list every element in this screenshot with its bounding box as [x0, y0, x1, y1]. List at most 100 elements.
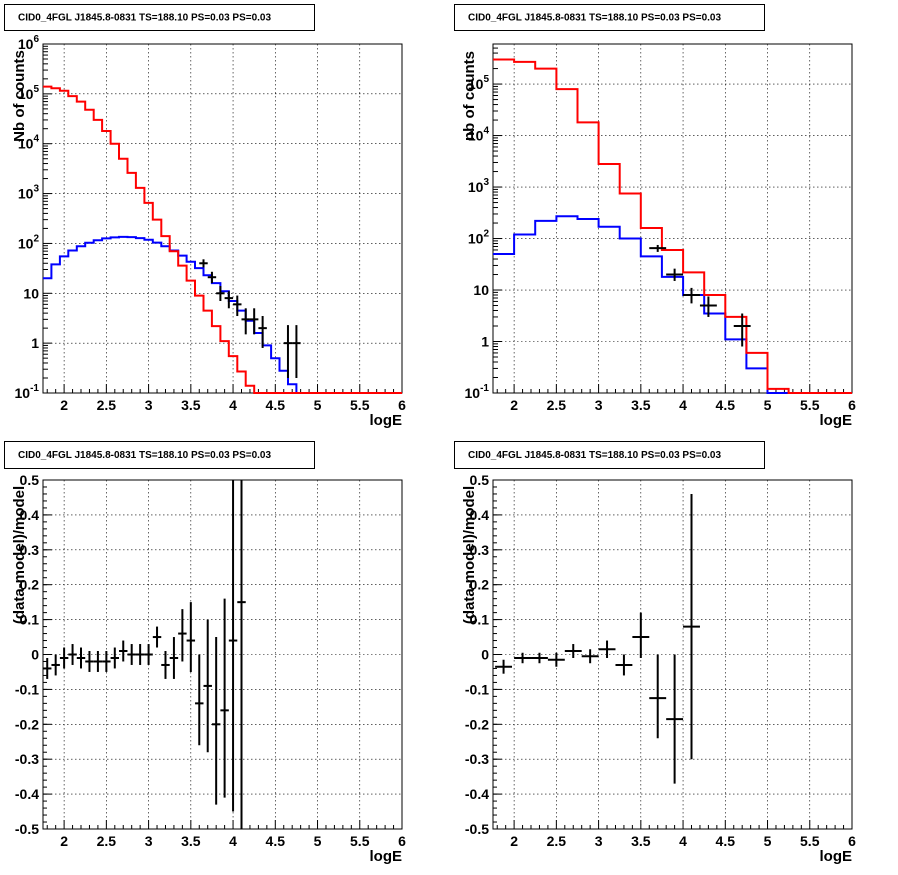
y-tick-label: -0.5 — [465, 821, 489, 837]
x-tick-label: 4 — [679, 833, 687, 849]
data-point — [110, 647, 120, 669]
title-box: CID0_4FGL J1845.8-0831 TS=188.10 PS=0.03… — [454, 4, 765, 31]
x-tick-label: 2 — [60, 833, 68, 849]
x-axis-label: logE — [820, 412, 853, 429]
source-model-histogram — [493, 215, 852, 394]
data-point — [178, 609, 187, 662]
title-box-frame — [454, 441, 765, 469]
chart-title: CID0_4FGL J1845.8-0831 TS=188.10 PS=0.03… — [18, 450, 271, 461]
grid — [493, 44, 852, 393]
model-series — [43, 85, 402, 394]
x-axis-label: logE — [820, 848, 853, 865]
y-tick-label: 0.1 — [20, 612, 40, 628]
y-tick-label: -0.4 — [15, 786, 39, 802]
data-point — [207, 271, 217, 284]
x-tick-label: 4.5 — [716, 833, 736, 849]
y-tick-label: 0.2 — [20, 577, 40, 593]
y-tick-label: -0.3 — [465, 751, 489, 767]
data-point — [186, 602, 196, 672]
data-point — [135, 644, 145, 665]
y-tick-label: 0.2 — [470, 577, 490, 593]
y-axis: -0.5 -0.4 -0.3 -0.2 -0.1 0 0.1 0.2 0.3 0.4 0.5(dat… — [461, 472, 502, 837]
data-point — [224, 291, 234, 309]
title-box-frame — [4, 441, 315, 469]
x-axis-label: logE — [370, 412, 403, 429]
chart-title: CID0_4FGL J1845.8-0831 TS=188.10 PS=0.03… — [468, 450, 721, 461]
panel-bottom-right: CID0_4FGL J1845.8-0831 TS=188.10 PS=0.03… — [454, 441, 856, 865]
y-tick-label: -0.5 — [15, 821, 39, 837]
source-model-histogram — [43, 235, 402, 394]
data-point — [292, 325, 301, 378]
y-tick-label: 10 — [473, 282, 489, 298]
y-axis-label: (data-model)/model — [11, 486, 28, 624]
data-point — [169, 637, 179, 679]
x-tick-label: 5 — [764, 397, 772, 413]
title-box-frame — [4, 4, 315, 31]
y-tick-label: -0.3 — [15, 751, 39, 767]
data-points — [199, 259, 301, 378]
y-tick-label: 104 — [18, 134, 40, 152]
x-tick-label: 2.5 — [97, 833, 117, 849]
panel-bottom-left: CID0_4FGL J1845.8-0831 TS=188.10 PS=0.03… — [4, 441, 406, 865]
y-tick-label: -0.2 — [15, 716, 39, 732]
x-tick-label: 3 — [595, 397, 603, 413]
title-box: CID0_4FGL J1845.8-0831 TS=188.10 PS=0.03… — [454, 441, 765, 469]
x-tick-label: 2.5 — [547, 397, 567, 413]
panel-top-right: CID0_4FGL J1845.8-0831 TS=188.10 PS=0.03… — [454, 4, 856, 429]
data-point — [59, 647, 69, 669]
x-tick-label: 5 — [764, 833, 772, 849]
plot-frame — [492, 43, 853, 394]
data-point — [211, 637, 221, 805]
data-point — [283, 325, 293, 378]
y-tick-label: 0.3 — [470, 542, 490, 558]
data-point — [683, 493, 700, 760]
x-tick-label: 4 — [229, 397, 237, 413]
panel-top-left: CID0_4FGL J1845.8-0831 TS=188.10 PS=0.03… — [4, 4, 406, 429]
data-point — [649, 244, 667, 252]
y-axis-label: nb of counts — [461, 51, 478, 141]
data-point — [233, 295, 242, 317]
x-tick-label: 3 — [145, 833, 153, 849]
data-point — [683, 287, 700, 304]
x-tick-label: 3 — [145, 397, 153, 413]
data-point — [733, 313, 751, 347]
data-point — [632, 612, 650, 658]
x-tick-label: 4.5 — [716, 397, 736, 413]
x-tick-label: 4.5 — [266, 397, 286, 413]
data-point — [144, 644, 153, 665]
data-point — [127, 644, 136, 665]
y-tick-label: 0.5 — [20, 472, 40, 488]
x-tick-label: 4.5 — [266, 833, 286, 849]
y-tick-label: 1 — [31, 335, 39, 351]
x-tick-label: 4 — [679, 397, 687, 413]
y-tick-label: 0.1 — [470, 612, 490, 628]
y-tick-label: -0.4 — [465, 786, 489, 802]
x-tick-label: 3 — [595, 833, 603, 849]
model-total-histogram — [493, 58, 852, 394]
model-series — [493, 58, 852, 394]
data-point — [43, 657, 52, 679]
y-tick-label: 10-1 — [465, 383, 490, 401]
model-total-histogram — [43, 85, 402, 394]
y-tick-label: 0.4 — [470, 507, 490, 523]
data-point — [51, 654, 60, 676]
x-tick-label: 6 — [398, 397, 406, 413]
data-point — [76, 647, 86, 669]
y-tick-label: 0.4 — [20, 507, 40, 523]
y-tick-label: 102 — [468, 229, 490, 247]
x-tick-label: 4 — [229, 833, 237, 849]
x-tick-label: 5 — [314, 397, 322, 413]
data-point — [598, 640, 616, 658]
x-tick-label: 6 — [398, 833, 406, 849]
x-tick-label: 5.5 — [350, 397, 370, 413]
x-tick-label: 2 — [510, 833, 518, 849]
data-point — [547, 652, 565, 667]
data-point — [581, 649, 599, 664]
y-tick-label: 106 — [18, 34, 40, 52]
y-tick-label: 104 — [468, 126, 490, 144]
y-axis-label: Nb of counts — [11, 50, 28, 142]
y-tick-label: -0.2 — [465, 716, 489, 732]
y-tick-label: 103 — [468, 177, 490, 195]
